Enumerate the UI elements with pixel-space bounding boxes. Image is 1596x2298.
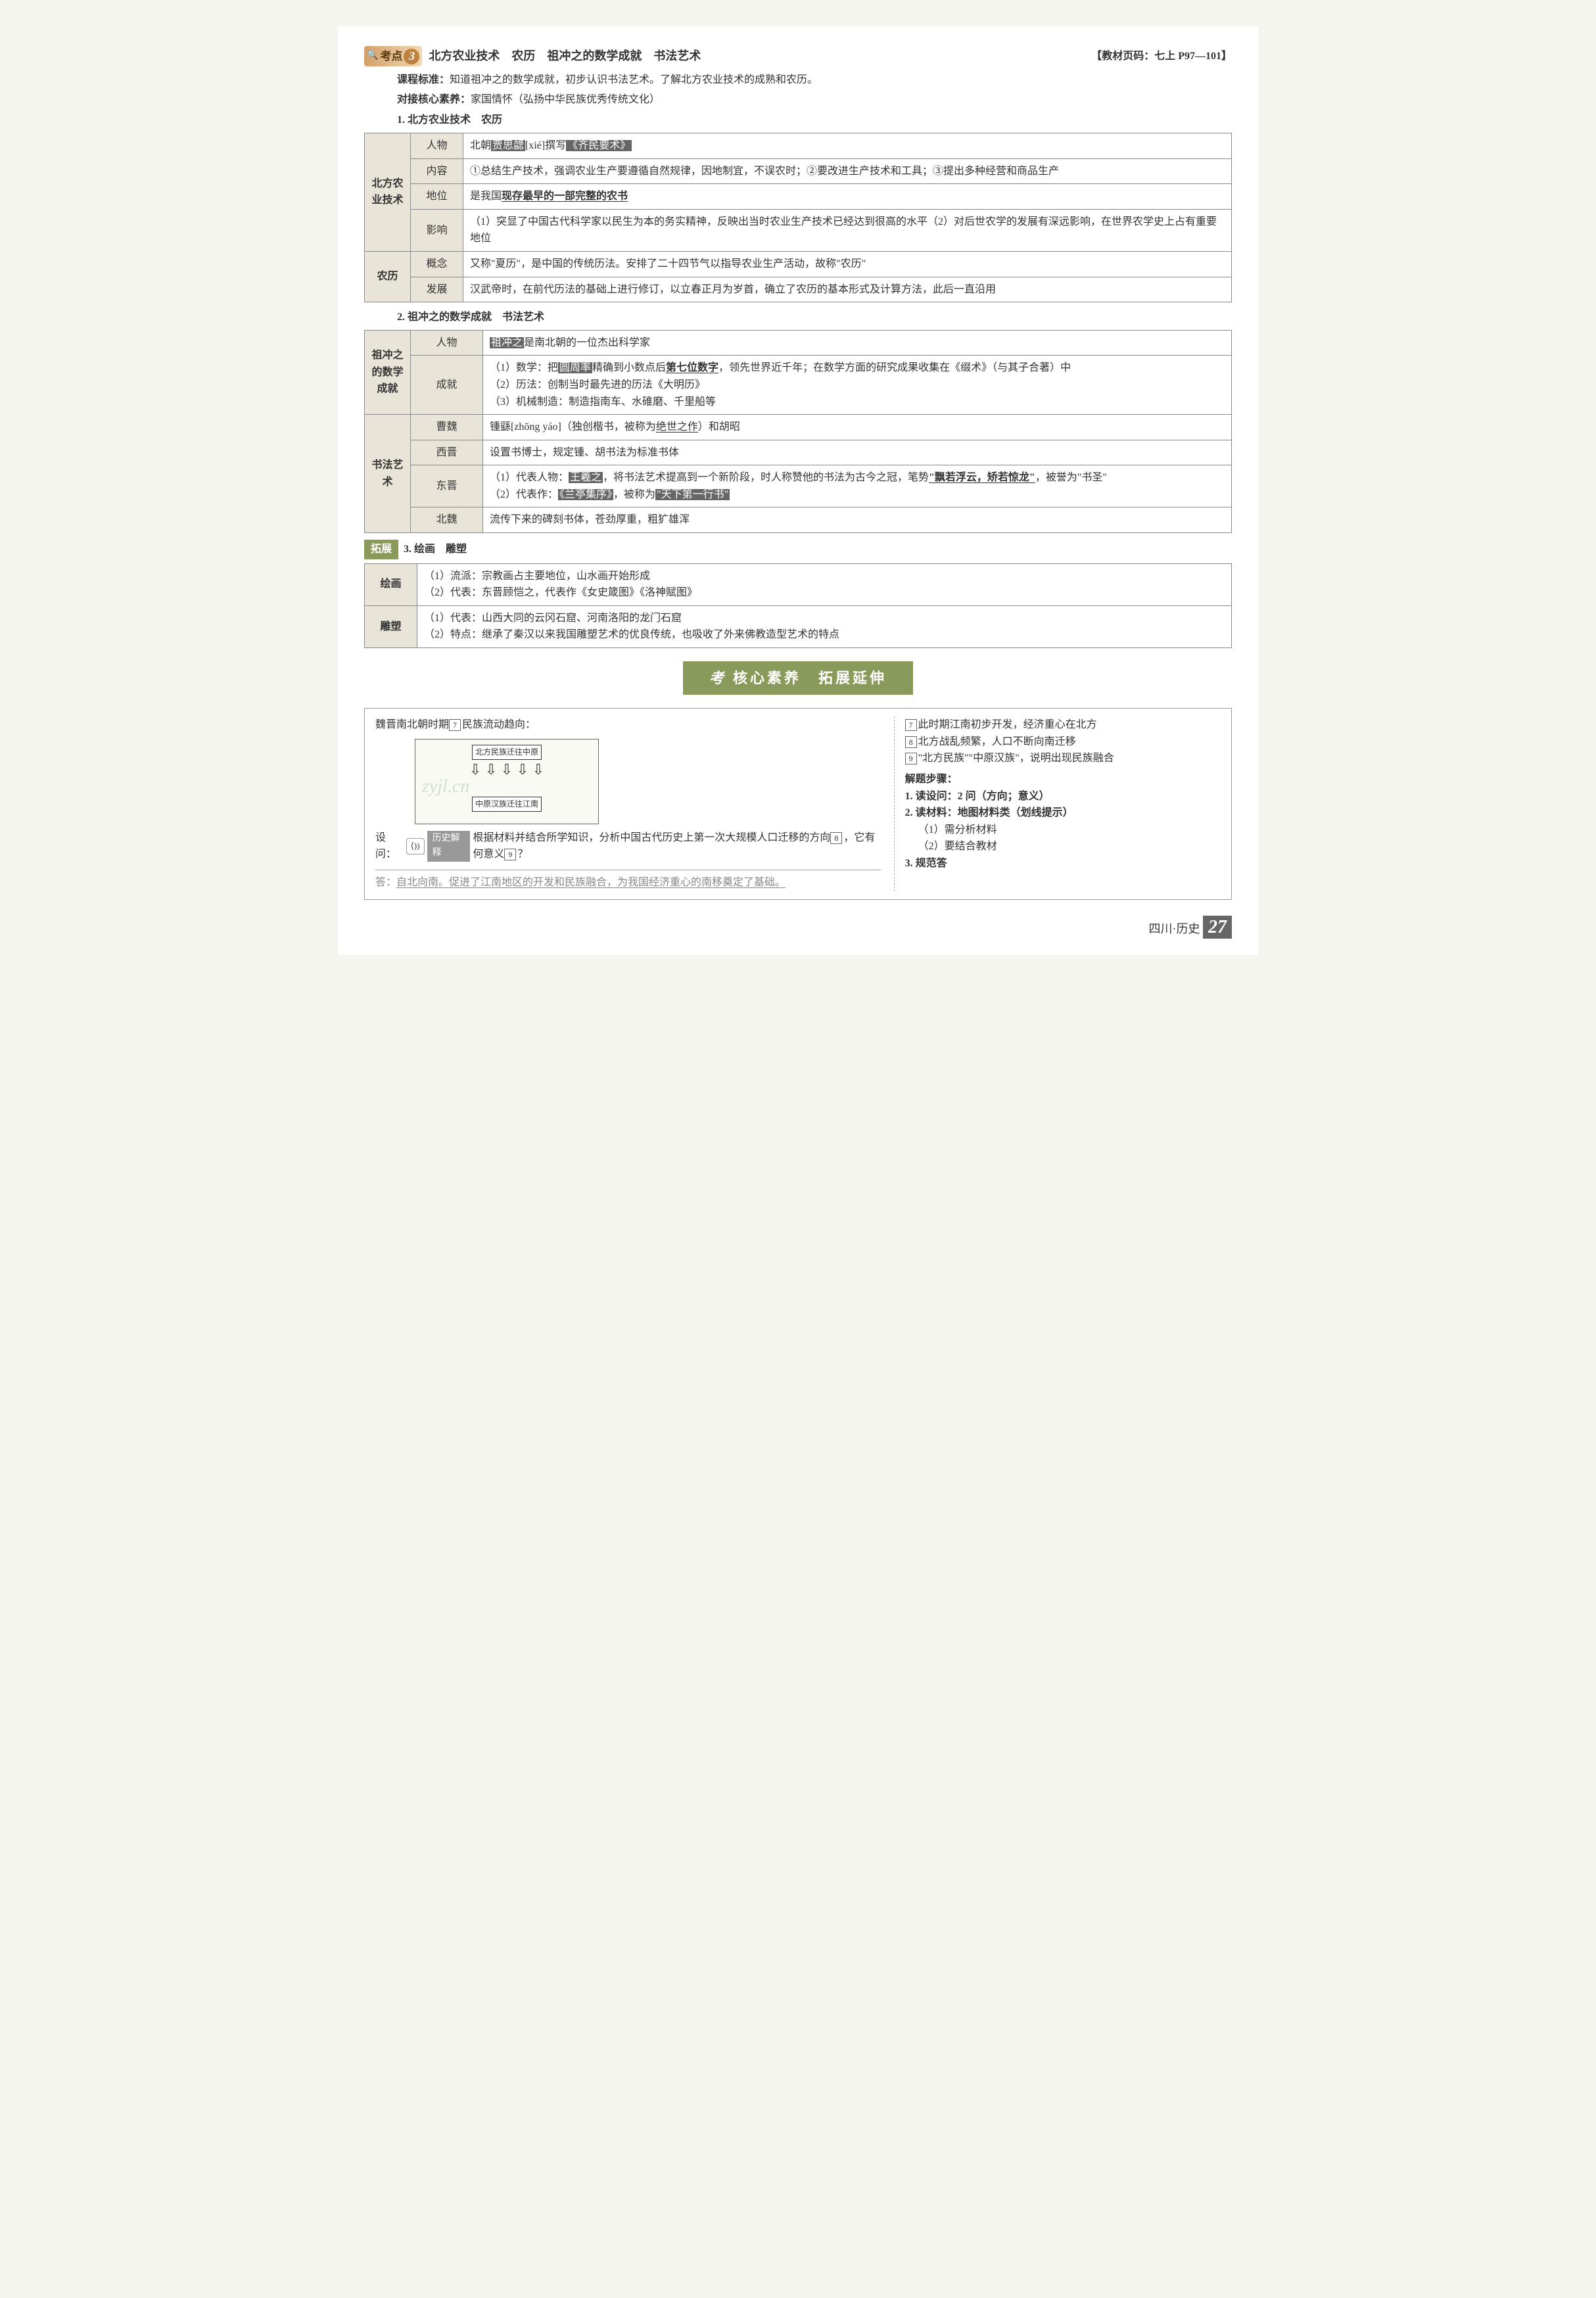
cell-content: （1）突显了中国古代科学家以民生为本的务实精神，反映出当时农业生产技术已经达到很… bbox=[463, 209, 1232, 251]
row-label: 概念 bbox=[411, 251, 463, 277]
cell-content: 流传下来的碑刻书体，苍劲厚重，粗犷雄浑 bbox=[483, 507, 1232, 533]
row-label: 成就 bbox=[411, 356, 483, 415]
cell-content: （1）数学：把圆周率精确到小数点后第七位数字，领先世界近千年；在数学方面的研究成… bbox=[483, 356, 1232, 415]
table-math-calligraphy: 祖冲之的数学成就 人物 祖冲之是南北朝的一位杰出科学家 成就 （1）数学：把圆周… bbox=[364, 330, 1232, 533]
row-label: 绘画 bbox=[365, 563, 417, 605]
step-2: 2. 读材料：地图材料类（划线提示） bbox=[905, 805, 1221, 822]
page-reference: 【教材页码：七上 P97—101】 bbox=[1091, 48, 1232, 65]
row-label: 发展 bbox=[411, 277, 463, 302]
kecheng-standard: 课程标准：知道祖冲之的数学成就，初步认识书法艺术。了解北方农业技术的成熟和农历。 bbox=[364, 72, 1232, 89]
cell-content: 北朝贾思勰[xié]撰写《齐民要术》 bbox=[463, 133, 1232, 158]
row-label: 影响 bbox=[411, 209, 463, 251]
row-label: 雕塑 bbox=[365, 605, 417, 647]
section1-title: 1. 北方农业技术 农历 bbox=[364, 112, 1232, 129]
migration-map: 北方民族迁往中原 zyjl.cn ⇩ ⇩ ⇩ ⇩ ⇩ 中原汉族迁往江南 bbox=[415, 739, 599, 824]
cell-content: 汉武帝时，在前代历法的基础上进行修订，以立春正月为岁首，确立了农历的基本形式及计… bbox=[463, 277, 1232, 302]
cell-content: ①总结生产技术，强调农业生产要遵循自然规律，因地制宜，不误农时；②要改进生产技术… bbox=[463, 158, 1232, 184]
lishi-badge: 历史解释 bbox=[427, 831, 471, 862]
map-label-south: 中原汉族迁往江南 bbox=[472, 797, 542, 812]
note-7: 7此时期江南初步开发，经济重心在北方 bbox=[905, 716, 1221, 734]
row-label: 北魏 bbox=[411, 507, 483, 533]
exercise-notes: 7此时期江南初步开发，经济重心在北方 8北方战乱频繁，人口不断向南迁移 9"北方… bbox=[894, 716, 1221, 891]
kaodian-label: 考点 bbox=[380, 47, 402, 65]
cell-content: （1）代表人物：王羲之，将书法艺术提高到一个新阶段，时人称赞他的书法为古今之冠，… bbox=[483, 465, 1232, 507]
section3-title: 3. 绘画 雕塑 bbox=[404, 541, 467, 558]
table-agriculture: 北方农业技术 人物 北朝贾思勰[xié]撰写《齐民要术》 内容 ①总结生产技术，… bbox=[364, 133, 1232, 302]
row-label: 人物 bbox=[411, 330, 483, 356]
note-9: 9"北方民族""中原汉族"，说明出现民族融合 bbox=[905, 750, 1221, 767]
audio-icon: ⟨)) bbox=[406, 838, 425, 855]
answer-line: 答：自北向南。促进了江南地区的开发和民族融合，为我国经济重心的南移奠定了基础。 bbox=[375, 870, 881, 891]
search-icon: 🔍 bbox=[367, 49, 378, 63]
row-label: 内容 bbox=[411, 158, 463, 184]
cell-content: （1）代表：山西大同的云冈石窟、河南洛阳的龙门石窟 （2）特点：继承了秦汉以来我… bbox=[417, 605, 1232, 647]
page-number: 27 bbox=[1203, 916, 1232, 939]
row-label: 曹魏 bbox=[411, 415, 483, 440]
core-banner: 考核心素养 拓展延伸 bbox=[683, 661, 913, 695]
step-2b: （2）要结合教材 bbox=[905, 838, 1221, 855]
cell-content: 设置书博士，规定锺、胡书法为标准书体 bbox=[483, 440, 1232, 465]
row-label: 地位 bbox=[411, 184, 463, 210]
tuozhan-badge: 拓展 bbox=[364, 540, 398, 559]
step-3: 3. 规范答 bbox=[905, 855, 1221, 872]
group-header-nongli: 农历 bbox=[365, 251, 411, 302]
group-header-zuchongzhi: 祖冲之的数学成就 bbox=[365, 330, 411, 414]
banner-icon: 考 bbox=[709, 670, 726, 686]
arrows-icon: ⇩ ⇩ ⇩ ⇩ ⇩ bbox=[415, 758, 598, 781]
cell-content: 锺繇[zhōng yáo]（独创楷书，被称为绝世之作）和胡昭 bbox=[483, 415, 1232, 440]
page-footer: 四川·历史 27 bbox=[364, 913, 1232, 943]
exercise-left: 魏晋南北朝时期7民族流动趋向： 北方民族迁往中原 zyjl.cn ⇩ ⇩ ⇩ ⇩… bbox=[375, 716, 881, 891]
cell-content: （1）流派：宗教画占主要地位，山水画开始形成 （2）代表：东晋顾恺之，代表作《女… bbox=[417, 563, 1232, 605]
row-label: 人物 bbox=[411, 133, 463, 158]
cell-content: 是我国现存最早的一部完整的农书 bbox=[463, 184, 1232, 210]
step-2a: （1）需分析材料 bbox=[905, 822, 1221, 839]
kaodian-badge: 🔍 考点 3 bbox=[364, 46, 422, 66]
row-label: 西晋 bbox=[411, 440, 483, 465]
section-title: 北方农业技术 农历 祖冲之的数学成就 书法艺术 bbox=[429, 47, 1091, 66]
section2-title: 2. 祖冲之的数学成就 书法艺术 bbox=[364, 309, 1232, 326]
exercise-topic: 魏晋南北朝时期7民族流动趋向： bbox=[375, 716, 881, 734]
table-painting-sculpture: 绘画 （1）流派：宗教画占主要地位，山水画开始形成 （2）代表：东晋顾恺之，代表… bbox=[364, 563, 1232, 648]
group-header-calligraphy: 书法艺术 bbox=[365, 415, 411, 533]
exercise-box: 魏晋南北朝时期7民族流动趋向： 北方民族迁往中原 zyjl.cn ⇩ ⇩ ⇩ ⇩… bbox=[364, 708, 1232, 899]
group-header-agri: 北方农业技术 bbox=[365, 133, 411, 251]
duijie-suyang: 对接核心素养：家国情怀（弘扬中华民族优秀传统文化） bbox=[364, 91, 1232, 108]
cell-content: 祖冲之是南北朝的一位杰出科学家 bbox=[483, 330, 1232, 356]
step-1: 1. 读设问：2 问（方向；意义） bbox=[905, 788, 1221, 805]
row-label: 东晋 bbox=[411, 465, 483, 507]
kaodian-header: 🔍 考点 3 北方农业技术 农历 祖冲之的数学成就 书法艺术 【教材页码：七上 … bbox=[364, 46, 1232, 66]
question-row: 设问： ⟨)) 历史解释 根据材料并结合所学知识，分析中国古代历史上第一次大规模… bbox=[375, 830, 881, 863]
kaodian-number: 3 bbox=[404, 49, 419, 64]
note-8: 8北方战乱频繁，人口不断向南迁移 bbox=[905, 734, 1221, 751]
cell-content: 又称"夏历"，是中国的传统历法。安排了二十四节气以指导农业生产活动，故称"农历" bbox=[463, 251, 1232, 277]
tuozhan-header: 拓展 3. 绘画 雕塑 bbox=[364, 540, 1232, 563]
steps-label: 解题步骤： bbox=[905, 771, 1221, 788]
question-text: 根据材料并结合所学知识，分析中国古代历史上第一次大规模人口迁移的方向8，它有何意… bbox=[473, 830, 880, 863]
